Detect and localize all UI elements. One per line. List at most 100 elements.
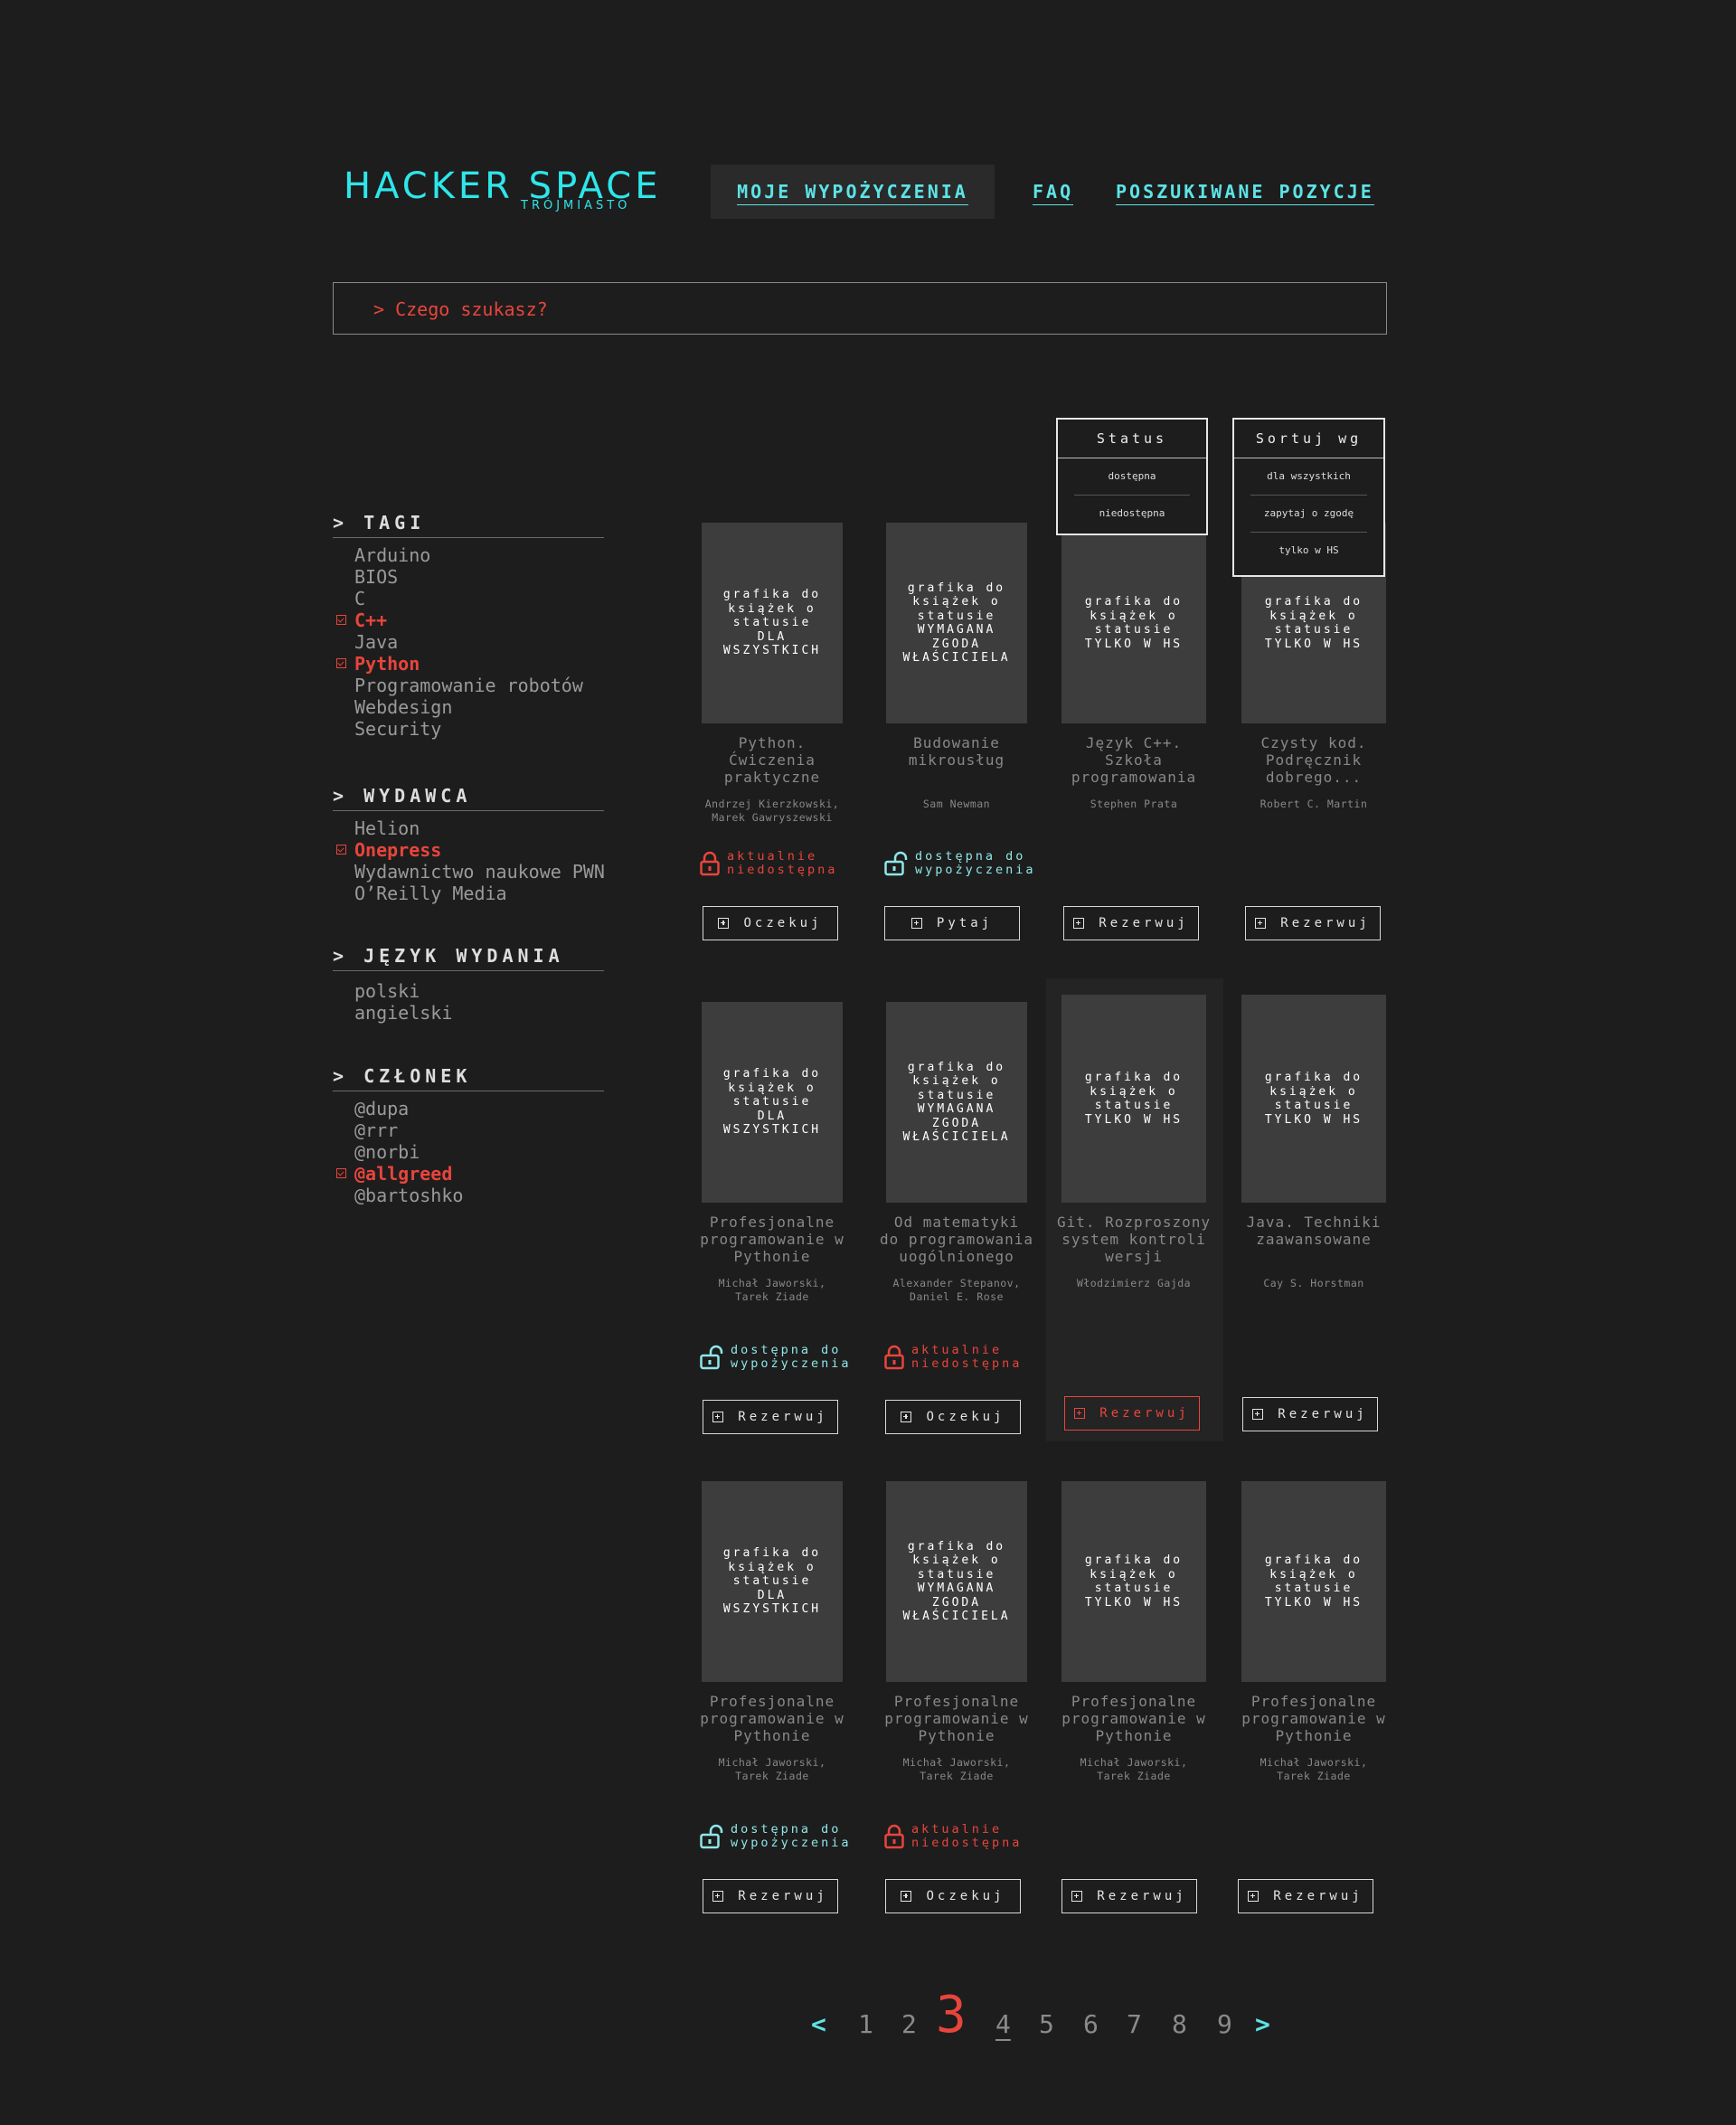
pagination-page[interactable]: 4: [995, 2009, 1011, 2039]
padlock-open-icon: [700, 1824, 731, 1849]
book-cover[interactable]: grafika do książek o statusie DLA WSZYST…: [702, 1481, 843, 1682]
filter-item[interactable]: Webdesign: [354, 696, 452, 718]
plus-square-icon: [1248, 1891, 1260, 1902]
book-cover[interactable]: grafika do książek o statusie TYLKO W HS: [1061, 1481, 1206, 1682]
book-action-label: Rezerwuj: [1278, 1407, 1368, 1421]
nav-faq[interactable]: FAQ: [1033, 165, 1074, 219]
book-action-button[interactable]: Rezerwuj: [1238, 1879, 1373, 1913]
book-action-label: Rezerwuj: [738, 1410, 828, 1424]
book-title[interactable]: Java. Techniki zaawansowane: [1246, 1214, 1382, 1248]
checkbox-checked-icon: [336, 658, 346, 668]
padlock-open-icon: [700, 1345, 731, 1370]
book-title[interactable]: Profesjonalne programowanie w Pythonie: [1241, 1693, 1386, 1744]
filter-item[interactable]: Wydawnictwo naukowe PWN: [354, 861, 605, 883]
pagination-page[interactable]: 6: [1083, 2009, 1099, 2039]
sort-option-hs[interactable]: tylko w HS: [1278, 544, 1339, 556]
status-dropdown-label: Status: [1058, 420, 1206, 458]
book-action-button[interactable]: Oczekuj: [885, 1879, 1021, 1913]
book-action-button[interactable]: Rezerwuj: [1242, 1397, 1378, 1431]
filter-item[interactable]: polski: [354, 980, 420, 1002]
filter-item[interactable]: O’Reilly Media: [354, 883, 507, 904]
book-action-button[interactable]: Oczekuj: [703, 906, 838, 940]
book-cover[interactable]: grafika do książek o statusie WYMAGANA Z…: [886, 523, 1027, 723]
status-dropdown[interactable]: Status dostępna niedostępna: [1056, 418, 1208, 535]
filter-item[interactable]: @norbi: [354, 1141, 420, 1163]
filter-item-label: C++: [354, 609, 388, 631]
book-action-label: Oczekuj: [926, 1410, 1005, 1424]
book-title[interactable]: Czysty kod. Podręcznik dobrego...: [1260, 734, 1367, 786]
padlock-closed-icon: [700, 851, 727, 876]
filter-item[interactable]: @dupa: [354, 1098, 409, 1119]
plus-square-icon: [1074, 1408, 1086, 1419]
book-cover[interactable]: grafika do książek o statusie DLA WSZYST…: [702, 1002, 843, 1203]
filter-item[interactable]: C: [354, 588, 365, 609]
status-option-available[interactable]: dostępna: [1074, 458, 1190, 496]
nav-my-loans-label: MOJE WYPOŻYCZENIA: [737, 181, 968, 205]
filter-item[interactable]: Python: [336, 653, 420, 675]
pagination-page[interactable]: 9: [1217, 2009, 1232, 2039]
pagination-page[interactable]: 1: [858, 2009, 873, 2039]
filter-item[interactable]: Security: [354, 718, 441, 740]
book-title[interactable]: Język C++. Szkoła programowania: [1071, 734, 1197, 786]
sort-option-all[interactable]: dla wszystkich: [1250, 458, 1367, 496]
book-cover[interactable]: grafika do książek o statusie TYLKO W HS: [1061, 523, 1206, 723]
book-action-button[interactable]: Oczekuj: [885, 1400, 1021, 1434]
filter-item[interactable]: BIOS: [354, 566, 398, 588]
status-option-unavailable[interactable]: niedostępna: [1099, 507, 1165, 519]
pagination-page[interactable]: 5: [1039, 2009, 1054, 2039]
pagination-prev-button[interactable]: <: [811, 2009, 826, 2039]
book-cover[interactable]: grafika do książek o statusie WYMAGANA Z…: [886, 1002, 1027, 1203]
book-cover[interactable]: grafika do książek o statusie WYMAGANA Z…: [886, 1481, 1027, 1682]
book-action-button[interactable]: Rezerwuj: [1064, 1396, 1200, 1431]
filter-item-label: C: [354, 588, 366, 609]
book-action-label: Rezerwuj: [1099, 1406, 1190, 1421]
filter-heading-language: > JĘZYK WYDANIA: [333, 945, 604, 971]
sort-option-ask[interactable]: zapytaj o zgodę: [1250, 496, 1367, 533]
filter-item[interactable]: angielski: [354, 1002, 452, 1024]
filter-item[interactable]: Arduino: [354, 544, 430, 566]
filter-item[interactable]: C++: [336, 609, 388, 631]
book-status: aktualnie niedostępna: [884, 1344, 1022, 1371]
filter-item[interactable]: Java: [354, 631, 398, 653]
book-title[interactable]: Od matematyki do programowania uogólnion…: [879, 1214, 1034, 1265]
pagination-page[interactable]: 2: [901, 2009, 917, 2039]
book-author: Michał Jaworski, Tarek Ziade: [1260, 1756, 1368, 1782]
filter-item[interactable]: Helion: [354, 817, 420, 839]
book-action-button[interactable]: Rezerwuj: [703, 1879, 838, 1913]
logo[interactable]: HACKER SPACE TRÓJMIASTO: [344, 168, 658, 217]
filter-item-label: @rrr: [354, 1119, 399, 1141]
book-title[interactable]: Profesjonalne programowanie w Pythonie: [884, 1693, 1029, 1744]
pagination-page[interactable]: 7: [1127, 2009, 1142, 2039]
book-action-button[interactable]: Rezerwuj: [1063, 906, 1199, 940]
book-action-button[interactable]: Pytaj: [884, 906, 1020, 940]
search-input[interactable]: [372, 283, 1370, 335]
pagination-page[interactable]: 8: [1172, 2009, 1187, 2039]
book-cover[interactable]: grafika do książek o statusie TYLKO W HS: [1061, 995, 1206, 1203]
book-title[interactable]: Git. Rozproszony system kontroli wersji: [1056, 1214, 1212, 1265]
filter-item[interactable]: Onepress: [336, 839, 441, 861]
book-action-button[interactable]: Rezerwuj: [1061, 1879, 1197, 1913]
book-title[interactable]: Profesjonalne programowanie w Pythonie: [700, 1214, 844, 1265]
book-title[interactable]: Profesjonalne programowanie w Pythonie: [700, 1693, 844, 1744]
filter-item[interactable]: @allgreed: [336, 1163, 452, 1185]
book-cover[interactable]: grafika do książek o statusie DLA WSZYST…: [702, 523, 843, 723]
filter-item[interactable]: @bartoshko: [354, 1185, 463, 1206]
book-cover[interactable]: grafika do książek o statusie TYLKO W HS: [1241, 995, 1386, 1203]
pagination-next-button[interactable]: >: [1255, 2009, 1270, 2039]
book-action-button[interactable]: Rezerwuj: [1245, 906, 1381, 940]
filter-item[interactable]: Programowanie robotów: [354, 675, 583, 696]
book-title[interactable]: Profesjonalne programowanie w Pythonie: [1061, 1693, 1206, 1744]
filter-item[interactable]: @rrr: [354, 1119, 398, 1141]
filter-heading-publisher: > WYDAWCA: [333, 785, 604, 811]
pagination-page[interactable]: 3: [936, 1986, 967, 2045]
book-title[interactable]: Budowanie mikrousług: [908, 734, 1005, 769]
nav-my-loans[interactable]: MOJE WYPOŻYCZENIA: [711, 165, 995, 219]
book-action-button[interactable]: Rezerwuj: [703, 1400, 838, 1434]
book-title[interactable]: Python. Ćwiczenia praktyczne: [723, 734, 821, 786]
nav-faq-label: FAQ: [1033, 181, 1074, 205]
nav-wanted[interactable]: POSZUKIWANE POZYCJE: [1116, 165, 1374, 219]
filter-item-label: Wydawnictwo naukowe PWN: [354, 861, 605, 883]
sort-dropdown[interactable]: Sortuj wg dla wszystkich zapytaj o zgodę…: [1232, 418, 1385, 577]
plus-square-icon: [910, 918, 922, 929]
book-cover[interactable]: grafika do książek o statusie TYLKO W HS: [1241, 1481, 1386, 1682]
